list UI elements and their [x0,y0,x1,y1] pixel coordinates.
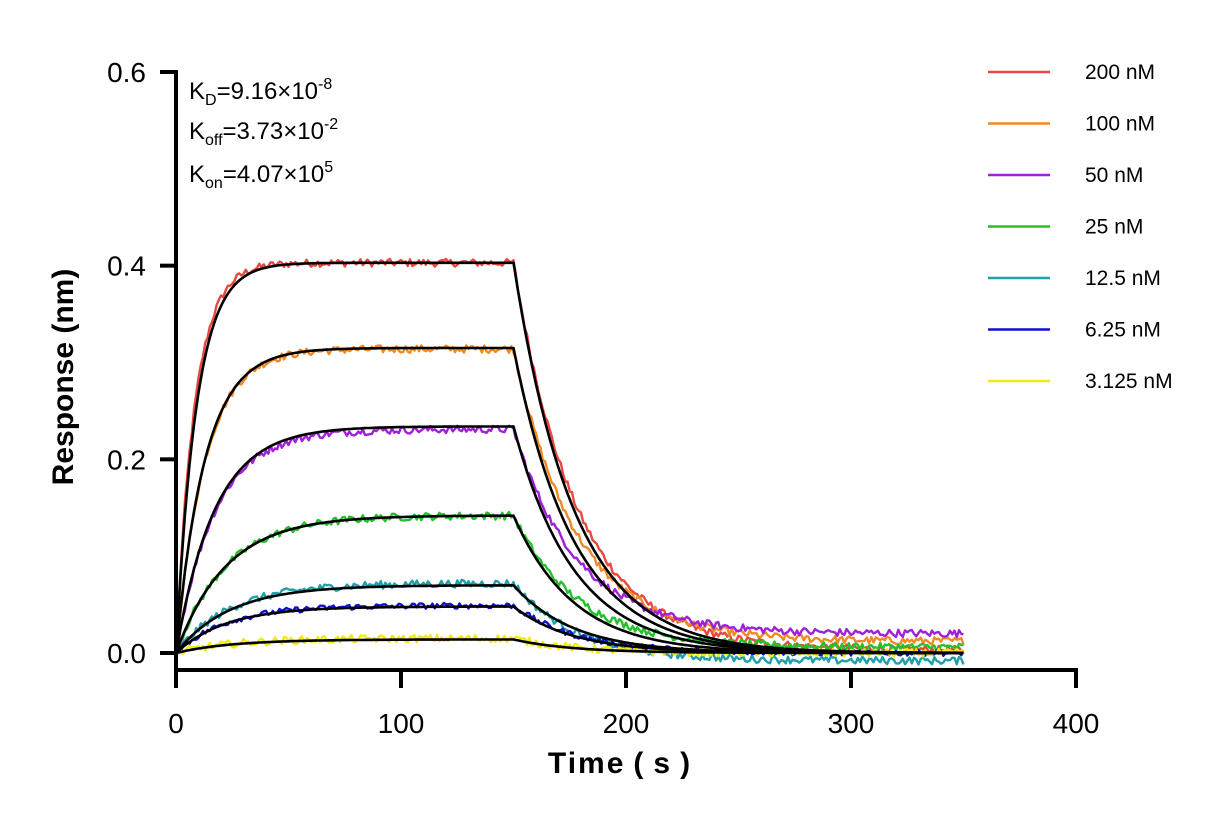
y-tick-label: 0.6 [107,57,146,88]
legend-label: 200 nM [1085,61,1155,84]
series-line-2 [174,424,964,654]
fit-curve-6 [175,638,964,655]
y-ticks: 0.0 0.2 0.4 0.6 [107,57,176,669]
y-tick-label: 0.4 [107,251,146,282]
y-tick-label: 0.2 [107,444,146,475]
y-axis-title: Response (nm) [47,269,80,486]
legend: 200 nM 100 nM 50 nM 25 nM 12.5 nM 6.25 nM 3.12… [988,61,1173,393]
fit-curve-2 [174,425,964,655]
x-tick-label: 200 [603,708,650,739]
legend-label: 100 nM [1085,113,1155,136]
legend-label: 3.125 nM [1085,370,1173,393]
legend-label: 25 nM [1085,216,1143,239]
y-tick-label: 0.0 [107,638,146,669]
koff-annotation: Koff=3.73×10-2 [189,116,338,149]
kon-annotation: Kon=4.07×105 [189,159,333,192]
legend-label: 6.25 nM [1085,319,1161,342]
series-layer [174,257,965,666]
fit-curve-0 [174,261,964,655]
x-axis-title: Time ( s ) [548,747,692,780]
legend-label: 50 nM [1085,164,1143,187]
kd-annotation: KD=9.16×10-8 [189,76,332,109]
x-tick-label: 300 [828,708,875,739]
x-tick-label: 400 [1053,708,1100,739]
fit-layer [174,261,964,655]
x-ticks: 0 100 200 300 400 [168,670,1099,739]
legend-label: 12.5 nM [1085,267,1161,290]
x-tick-label: 100 [378,708,425,739]
x-tick-label: 0 [168,708,184,739]
